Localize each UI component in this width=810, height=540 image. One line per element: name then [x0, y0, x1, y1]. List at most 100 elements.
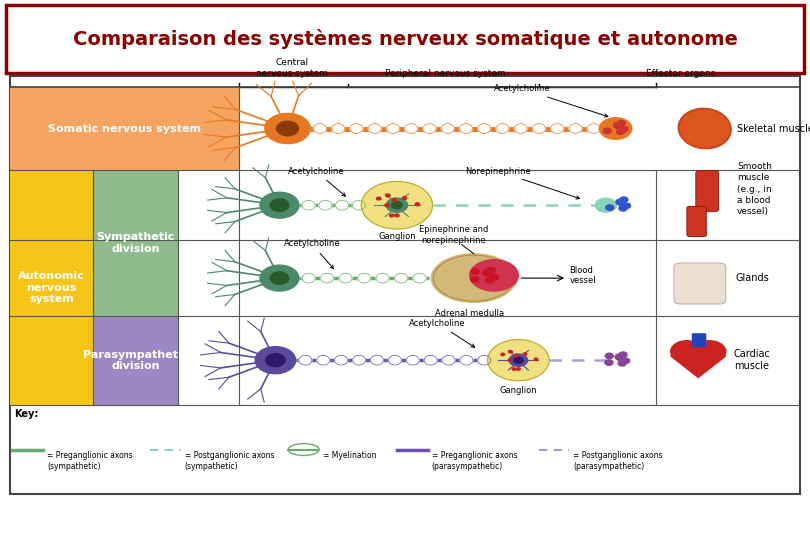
- Ellipse shape: [470, 260, 518, 291]
- Text: Blood
vessel: Blood vessel: [569, 266, 596, 285]
- Ellipse shape: [478, 355, 491, 365]
- Circle shape: [535, 358, 538, 361]
- Circle shape: [390, 214, 394, 217]
- Ellipse shape: [335, 200, 348, 210]
- Text: = Postganglionic axons
(parasympathetic): = Postganglionic axons (parasympathetic): [573, 450, 663, 471]
- FancyBboxPatch shape: [6, 5, 804, 73]
- Ellipse shape: [394, 273, 407, 283]
- FancyBboxPatch shape: [10, 76, 800, 494]
- Ellipse shape: [317, 355, 330, 365]
- Ellipse shape: [407, 355, 420, 365]
- FancyBboxPatch shape: [10, 170, 93, 405]
- Ellipse shape: [352, 355, 365, 365]
- Ellipse shape: [386, 124, 399, 133]
- Circle shape: [605, 360, 613, 365]
- Text: Glands: Glands: [735, 273, 770, 283]
- Circle shape: [620, 197, 628, 202]
- Circle shape: [508, 359, 512, 361]
- FancyBboxPatch shape: [674, 263, 726, 304]
- Text: Skeletal muscle: Skeletal muscle: [737, 124, 810, 133]
- Ellipse shape: [405, 124, 418, 133]
- Circle shape: [512, 368, 516, 370]
- Circle shape: [509, 350, 513, 353]
- Circle shape: [599, 118, 632, 139]
- Circle shape: [471, 276, 479, 282]
- Circle shape: [386, 198, 407, 212]
- Circle shape: [392, 199, 396, 201]
- Circle shape: [484, 271, 492, 276]
- Text: = Preganglionic axons
(parasympathetic): = Preganglionic axons (parasympathetic): [432, 450, 518, 471]
- Ellipse shape: [551, 124, 564, 133]
- Text: Key:: Key:: [14, 409, 38, 420]
- Ellipse shape: [350, 124, 363, 133]
- Circle shape: [605, 353, 613, 359]
- Ellipse shape: [514, 124, 527, 133]
- Text: Effector organs: Effector organs: [646, 69, 715, 78]
- Ellipse shape: [302, 200, 315, 210]
- Text: Sympathetic
division: Sympathetic division: [96, 232, 175, 254]
- FancyBboxPatch shape: [696, 171, 718, 212]
- Text: Norepinephrine: Norepinephrine: [465, 166, 579, 199]
- Circle shape: [509, 354, 527, 366]
- Ellipse shape: [313, 124, 326, 133]
- Text: Adrenal medulla: Adrenal medulla: [435, 309, 505, 319]
- Circle shape: [265, 113, 310, 144]
- Ellipse shape: [678, 109, 731, 148]
- Ellipse shape: [431, 254, 517, 302]
- Circle shape: [616, 355, 624, 360]
- Ellipse shape: [319, 200, 332, 210]
- Ellipse shape: [424, 355, 437, 365]
- Ellipse shape: [369, 124, 382, 133]
- Circle shape: [620, 126, 628, 132]
- Ellipse shape: [376, 273, 389, 283]
- Circle shape: [693, 341, 726, 362]
- Circle shape: [270, 272, 289, 285]
- Circle shape: [385, 204, 389, 207]
- Ellipse shape: [460, 355, 473, 365]
- Circle shape: [391, 201, 403, 209]
- Circle shape: [487, 267, 495, 273]
- Ellipse shape: [339, 273, 352, 283]
- Ellipse shape: [680, 110, 729, 147]
- Circle shape: [514, 354, 518, 357]
- Text: = Myelination: = Myelination: [323, 450, 377, 460]
- FancyBboxPatch shape: [10, 87, 239, 170]
- FancyBboxPatch shape: [692, 333, 706, 347]
- Circle shape: [671, 341, 703, 362]
- Circle shape: [490, 274, 498, 280]
- Ellipse shape: [532, 124, 545, 133]
- Text: Acetylcholine: Acetylcholine: [288, 166, 345, 196]
- Ellipse shape: [389, 355, 402, 365]
- Circle shape: [616, 199, 624, 205]
- FancyBboxPatch shape: [93, 170, 178, 316]
- Ellipse shape: [299, 355, 312, 365]
- Circle shape: [614, 123, 622, 129]
- Text: Autonomic
nervous
system: Autonomic nervous system: [18, 271, 85, 304]
- Circle shape: [361, 181, 433, 229]
- Circle shape: [619, 352, 627, 357]
- Circle shape: [613, 123, 621, 128]
- Circle shape: [483, 270, 491, 275]
- Circle shape: [270, 199, 289, 212]
- Circle shape: [517, 368, 520, 370]
- FancyBboxPatch shape: [93, 316, 178, 405]
- Polygon shape: [671, 356, 726, 377]
- Text: Central
nervous system: Central nervous system: [256, 58, 327, 78]
- Circle shape: [514, 357, 523, 363]
- Text: = Postganglionic axons
(sympathetic): = Postganglionic axons (sympathetic): [185, 450, 274, 471]
- Circle shape: [403, 197, 407, 199]
- Ellipse shape: [321, 273, 334, 283]
- Ellipse shape: [352, 200, 365, 210]
- Circle shape: [595, 198, 616, 212]
- Circle shape: [617, 120, 625, 126]
- Text: Peripheral nervous system: Peripheral nervous system: [385, 69, 506, 78]
- Ellipse shape: [441, 124, 454, 133]
- Circle shape: [616, 129, 625, 134]
- Text: Acetylcholine: Acetylcholine: [494, 84, 608, 117]
- Ellipse shape: [302, 273, 315, 283]
- Ellipse shape: [496, 124, 509, 133]
- Ellipse shape: [478, 124, 491, 133]
- Circle shape: [260, 265, 299, 291]
- Circle shape: [606, 205, 614, 210]
- Circle shape: [471, 269, 480, 274]
